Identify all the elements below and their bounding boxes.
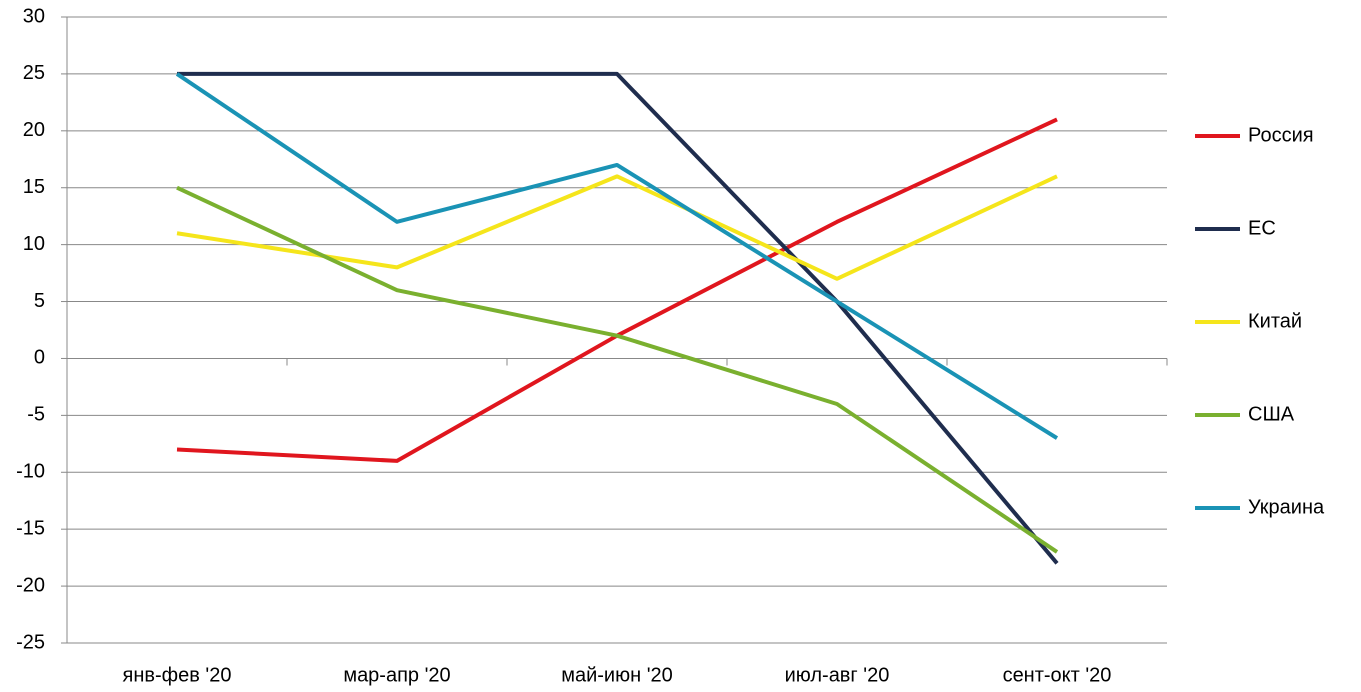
x-tick-label: янв-фев '20 <box>123 664 232 686</box>
data-line <box>176 174 1058 281</box>
y-tick-label: 25 <box>23 62 45 84</box>
legend-label: Россия <box>1248 124 1314 146</box>
data-line <box>176 185 1059 554</box>
x-tick-label: май-июн '20 <box>561 664 673 686</box>
y-tick-label: 10 <box>23 233 45 255</box>
legend-label: ЕС <box>1248 217 1276 239</box>
legend-label: Китай <box>1248 310 1302 332</box>
y-tick-label: -25 <box>16 631 45 653</box>
x-tick-label: мар-апр '20 <box>343 664 450 686</box>
y-tick-label: 20 <box>23 119 45 141</box>
legend-label: США <box>1248 403 1295 425</box>
y-tick-label: -5 <box>27 404 45 426</box>
data-line <box>176 117 1058 463</box>
y-tick-label: 0 <box>34 347 45 369</box>
data-line <box>177 71 1059 565</box>
y-tick-label: 5 <box>34 290 45 312</box>
y-tick-label: -10 <box>16 461 45 483</box>
y-tick-label: 30 <box>23 5 45 27</box>
legend-label: Украина <box>1248 496 1325 518</box>
y-tick-label: -20 <box>16 574 45 596</box>
y-tick-label: -15 <box>16 517 45 539</box>
y-tick-label: 15 <box>23 176 45 198</box>
data-line <box>175 72 1059 440</box>
x-tick-label: сент-окт '20 <box>1003 664 1112 686</box>
x-tick-label: июл-авг '20 <box>785 664 890 686</box>
